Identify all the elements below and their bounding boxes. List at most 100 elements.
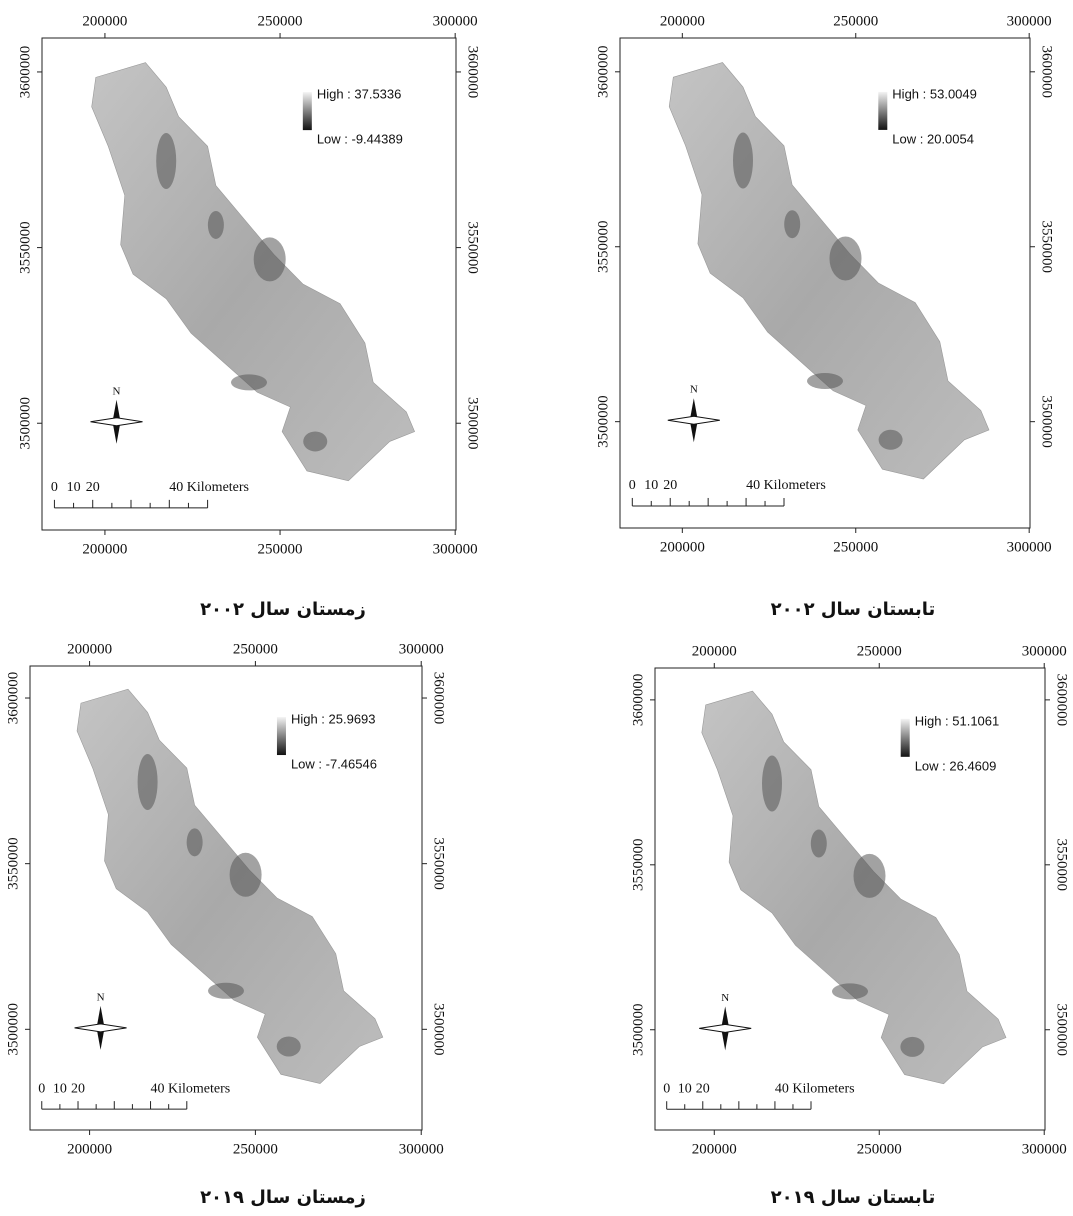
north-label: N [113, 385, 121, 397]
y-tick-label: 3600000 [431, 672, 447, 725]
scale-label: 0 [663, 1081, 670, 1096]
x-tick-label: 200000 [67, 641, 112, 657]
legend-high: High : 37.5336 [317, 87, 402, 102]
dark-patch [186, 828, 203, 857]
scale-label: 10 [67, 480, 81, 495]
dark-patch [137, 754, 158, 810]
legend-low: Low : -7.46546 [291, 756, 377, 771]
scale-label: 40 Kilometers [775, 1081, 855, 1096]
legend-ramp [302, 92, 312, 131]
y-tick-label: 3500000 [1054, 1003, 1070, 1056]
scale-label: 40 Kilometers [746, 478, 826, 493]
panel-title: تابستان سال ۲۰۰۲ [771, 599, 936, 620]
dark-patch [810, 829, 827, 858]
y-tick-label: 3600000 [1039, 46, 1055, 99]
x-tick-label: 200000 [67, 1141, 112, 1157]
scale-label: 20 [71, 1081, 85, 1096]
north-arrow [699, 1023, 752, 1033]
x-tick-label: 200000 [692, 1141, 737, 1157]
x-tick-label: 200000 [660, 13, 705, 29]
x-tick-label: 300000 [399, 641, 444, 657]
dark-patch [229, 852, 262, 897]
y-tick-label: 3550000 [5, 837, 21, 890]
x-tick-label: 250000 [233, 641, 278, 657]
legend-ramp [878, 91, 888, 130]
x-tick-label: 250000 [233, 1141, 278, 1157]
y-tick-label: 3600000 [17, 46, 33, 99]
x-tick-label: 200000 [82, 541, 127, 557]
y-tick-label: 3500000 [595, 395, 611, 448]
dark-patch [762, 755, 782, 812]
y-tick-label: 3550000 [465, 221, 481, 273]
y-tick-label: 3550000 [1054, 839, 1070, 892]
y-tick-label: 3550000 [595, 220, 611, 272]
north-arrow [74, 1023, 127, 1033]
legend-low: Low : 26.4609 [915, 758, 997, 773]
north-arrow [90, 417, 143, 427]
y-tick-label: 3500000 [465, 397, 481, 450]
x-tick-label: 250000 [258, 541, 303, 557]
scale-label: 20 [86, 480, 100, 495]
dark-patch [853, 853, 886, 898]
x-tick-label: 300000 [1022, 1141, 1067, 1157]
legend-ramp [276, 717, 286, 756]
x-tick-label: 200000 [660, 539, 705, 555]
x-tick-label: 200000 [692, 643, 737, 659]
panel-title: زمستان سال ۲۰۰۲ [200, 599, 366, 620]
legend-high: High : 51.1061 [915, 713, 1000, 728]
dark-patch [900, 1036, 925, 1057]
y-tick-label: 3500000 [630, 1003, 646, 1056]
dark-patch [733, 132, 753, 189]
scale-label: 0 [38, 1081, 45, 1096]
legend-ramp [900, 718, 910, 757]
dark-patch [303, 431, 328, 452]
scale-label: 10 [678, 1081, 692, 1096]
north-arrow [667, 415, 720, 425]
dark-patch [829, 236, 862, 281]
x-tick-label: 300000 [1007, 539, 1052, 555]
dark-patch [878, 429, 903, 450]
y-tick-label: 3500000 [5, 1003, 21, 1056]
y-tick-label: 3500000 [431, 1003, 447, 1056]
dark-patch [276, 1036, 301, 1057]
dark-patch [807, 373, 843, 389]
dark-patch [156, 133, 177, 189]
scale-label: 0 [51, 480, 58, 495]
map-panel: 200000 200000 250000 250000 300000 300000 3600… [5, 641, 446, 1208]
map-panel: 200000 200000 250000 250000 300000 300000 3600… [595, 13, 1054, 620]
dark-patch [784, 210, 801, 239]
x-tick-label: 250000 [857, 643, 902, 659]
dark-patch [253, 237, 286, 282]
x-tick-label: 300000 [1022, 643, 1067, 659]
scale-label: 20 [663, 478, 677, 493]
map-panel: 200000 200000 250000 250000 300000 300000 3600… [17, 13, 480, 620]
x-tick-label: 300000 [399, 1141, 444, 1157]
x-tick-label: 300000 [433, 541, 478, 557]
dark-patch [208, 982, 244, 999]
x-tick-label: 250000 [833, 539, 878, 555]
y-tick-label: 3550000 [630, 839, 646, 892]
x-tick-label: 250000 [857, 1141, 902, 1157]
x-tick-label: 300000 [1007, 13, 1052, 29]
dark-patch [832, 983, 868, 1000]
legend-high: High : 53.0049 [892, 86, 977, 101]
dark-patch [231, 374, 267, 391]
y-tick-label: 3600000 [5, 672, 21, 725]
map-panel: 200000 200000 250000 250000 300000 300000 3600… [630, 643, 1069, 1208]
y-tick-label: 3550000 [431, 837, 447, 890]
y-tick-label: 3550000 [1039, 220, 1055, 272]
y-tick-label: 3600000 [595, 46, 611, 99]
x-tick-label: 300000 [433, 13, 478, 29]
legend-high: High : 25.9693 [291, 711, 376, 726]
scale-label: 20 [696, 1081, 710, 1096]
scale-label: 40 Kilometers [151, 1081, 231, 1096]
y-tick-label: 3500000 [17, 397, 33, 450]
x-tick-label: 200000 [82, 13, 127, 29]
scale-label: 0 [629, 478, 636, 493]
y-tick-label: 3550000 [17, 221, 33, 273]
y-tick-label: 3600000 [465, 46, 481, 99]
north-label: N [721, 992, 729, 1004]
scale-label: 10 [644, 478, 658, 493]
x-tick-label: 250000 [833, 13, 878, 29]
